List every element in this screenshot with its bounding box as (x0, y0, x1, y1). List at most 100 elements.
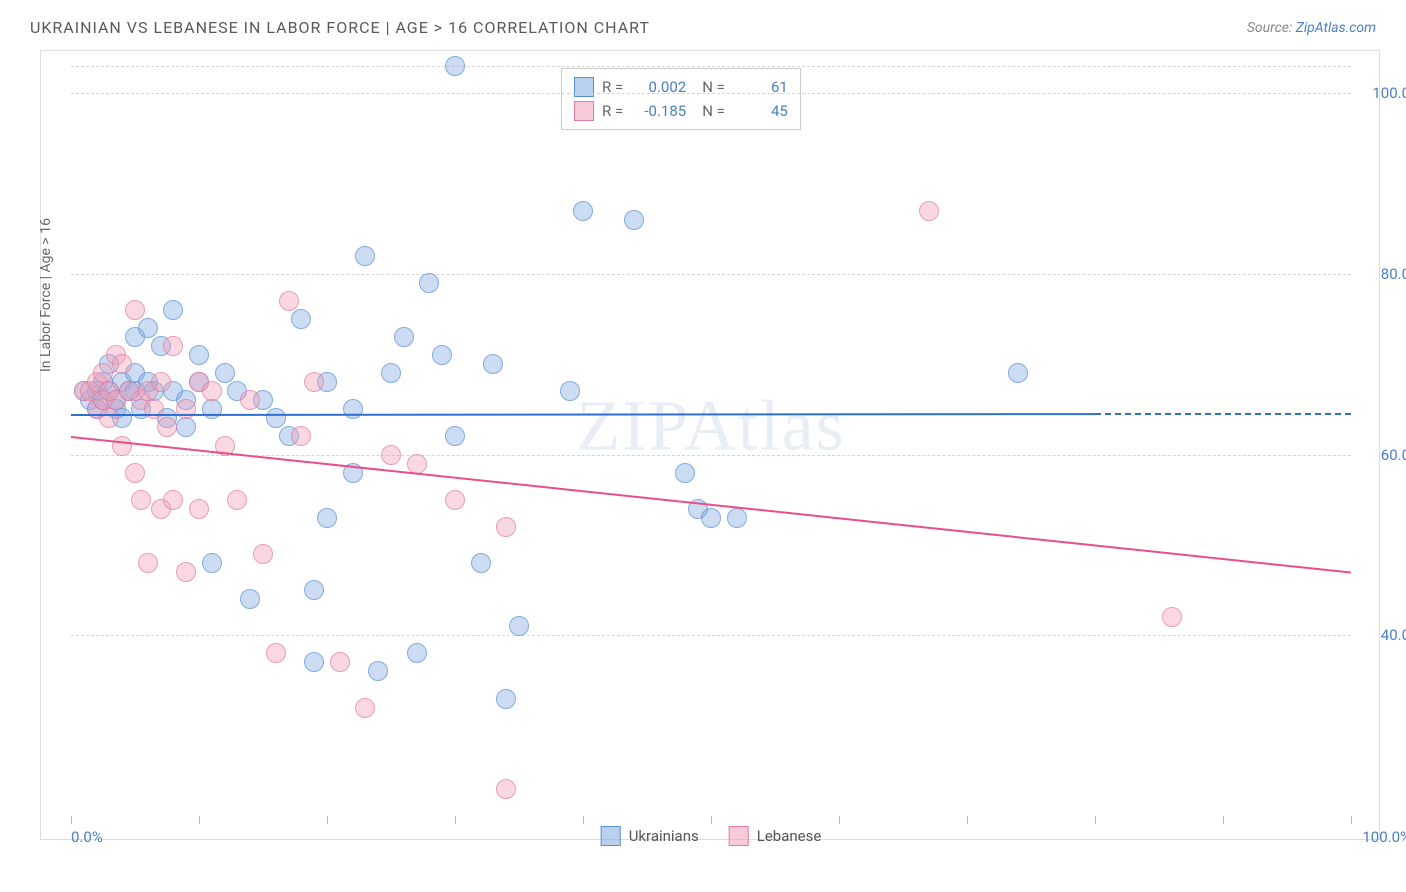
data-point-lebanese (125, 463, 145, 483)
data-point-ukrainians (445, 426, 465, 446)
data-point-ukrainians (432, 345, 452, 365)
data-point-ukrainians (675, 463, 695, 483)
x-tick (199, 816, 200, 824)
data-point-ukrainians (701, 508, 721, 528)
x-axis-max-label: 100.0% (1362, 828, 1406, 846)
x-tick (1223, 816, 1224, 824)
data-point-ukrainians (176, 417, 196, 437)
swatch-pink-icon (729, 826, 749, 846)
y-tick-label: 60.0% (1381, 446, 1406, 464)
correlation-legend: R = 0.002 N = 61 R = -0.185 N = 45 (561, 68, 801, 130)
data-point-lebanese (330, 652, 350, 672)
x-tick (1351, 816, 1352, 824)
data-point-ukrainians (445, 56, 465, 76)
data-point-lebanese (266, 643, 286, 663)
legend-item-lebanese: Lebanese (729, 826, 822, 846)
data-point-ukrainians (483, 354, 503, 374)
x-tick (583, 816, 584, 824)
x-tick (839, 816, 840, 824)
data-point-ukrainians (573, 201, 593, 221)
x-tick (327, 816, 328, 824)
trend-line-ukrainians (71, 413, 1095, 416)
data-point-lebanese (496, 517, 516, 537)
data-point-ukrainians (343, 399, 363, 419)
data-point-lebanese (93, 363, 113, 383)
data-point-ukrainians (240, 589, 260, 609)
data-point-lebanese (112, 436, 132, 456)
data-point-lebanese (1162, 607, 1182, 627)
chart-title: UKRAINIAN VS LEBANESE IN LABOR FORCE | A… (30, 18, 650, 37)
data-point-lebanese (176, 562, 196, 582)
y-tick-label: 80.0% (1381, 265, 1406, 283)
series-legend: Ukrainians Lebanese (601, 826, 822, 846)
source-attribution: Source: ZipAtlas.com (1247, 20, 1376, 36)
legend-row-ukrainians: R = 0.002 N = 61 (574, 75, 788, 99)
gridline (71, 635, 1351, 636)
data-point-ukrainians (368, 661, 388, 681)
data-point-lebanese (240, 390, 260, 410)
data-point-ukrainians (215, 363, 235, 383)
scatter-plot: ZIPAtlas In Labor Force | Age > 16 R = 0… (71, 66, 1351, 816)
x-axis-min-label: 0.0% (71, 828, 103, 846)
data-point-ukrainians (407, 643, 427, 663)
data-point-ukrainians (304, 580, 324, 600)
trend-line-ukrainians-dash (1095, 413, 1351, 415)
n-value-lebanese: 45 (733, 102, 788, 120)
data-point-lebanese (279, 291, 299, 311)
data-point-lebanese (151, 372, 171, 392)
data-point-ukrainians (624, 210, 644, 230)
data-point-lebanese (202, 381, 222, 401)
data-point-lebanese (445, 490, 465, 510)
r-value-lebanese: -0.185 (631, 102, 686, 120)
data-point-lebanese (381, 445, 401, 465)
data-point-lebanese (189, 499, 209, 519)
y-tick-label: 40.0% (1381, 626, 1406, 644)
swatch-blue-icon (601, 826, 621, 846)
data-point-ukrainians (394, 327, 414, 347)
y-tick-label: 100.0% (1372, 84, 1406, 102)
gridline (71, 66, 1351, 67)
x-tick (967, 816, 968, 824)
data-point-ukrainians (202, 399, 222, 419)
data-point-lebanese (138, 553, 158, 573)
data-point-ukrainians (266, 408, 286, 428)
data-point-lebanese (112, 354, 132, 374)
data-point-lebanese (157, 417, 177, 437)
data-point-lebanese (176, 399, 196, 419)
data-point-lebanese (291, 426, 311, 446)
data-point-lebanese (144, 399, 164, 419)
chart-container: ZIPAtlas In Labor Force | Age > 16 R = 0… (40, 50, 1380, 840)
data-point-lebanese (496, 779, 516, 799)
data-point-ukrainians (291, 309, 311, 329)
data-point-ukrainians (189, 345, 209, 365)
data-point-ukrainians (560, 381, 580, 401)
data-point-lebanese (125, 300, 145, 320)
data-point-ukrainians (496, 689, 516, 709)
data-point-ukrainians (509, 616, 529, 636)
data-point-ukrainians (355, 246, 375, 266)
data-point-lebanese (304, 372, 324, 392)
x-tick (71, 816, 72, 824)
y-axis-title: In Labor Force | Age > 16 (38, 218, 54, 372)
data-point-lebanese (407, 454, 427, 474)
swatch-pink (574, 101, 594, 121)
gridline (71, 274, 1351, 275)
data-point-lebanese (227, 490, 247, 510)
data-point-ukrainians (419, 273, 439, 293)
source-link[interactable]: ZipAtlas.com (1296, 20, 1376, 36)
data-point-ukrainians (317, 508, 337, 528)
data-point-ukrainians (381, 363, 401, 383)
data-point-ukrainians (1008, 363, 1028, 383)
data-point-ukrainians (727, 508, 747, 528)
data-point-ukrainians (471, 553, 491, 573)
x-tick (711, 816, 712, 824)
data-point-lebanese (919, 201, 939, 221)
gridline (71, 93, 1351, 94)
data-point-ukrainians (138, 318, 158, 338)
data-point-ukrainians (163, 300, 183, 320)
data-point-lebanese (355, 698, 375, 718)
data-point-lebanese (131, 490, 151, 510)
x-tick (455, 816, 456, 824)
data-point-ukrainians (202, 553, 222, 573)
legend-row-lebanese: R = -0.185 N = 45 (574, 99, 788, 123)
